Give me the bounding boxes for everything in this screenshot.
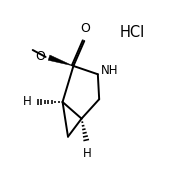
Polygon shape [48,55,74,66]
Text: NH: NH [101,64,119,77]
Text: O: O [35,50,45,63]
Text: HCl: HCl [120,25,145,40]
Text: H: H [83,147,92,160]
Text: H: H [23,95,31,108]
Text: methyl: methyl [29,48,34,49]
Text: O: O [80,22,90,35]
